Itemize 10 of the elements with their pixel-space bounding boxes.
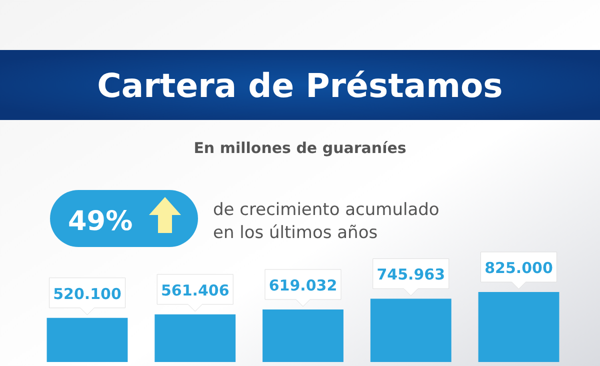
text: en los últimos años: [213, 223, 378, 243]
text: 49%: [68, 206, 133, 237]
text: de crecimiento acumulado: [213, 200, 440, 220]
data-label: 745.963: [376, 266, 446, 284]
data-label: 825.000: [484, 259, 553, 277]
data-label: 520.100: [53, 284, 122, 303]
data-label: 619.032: [268, 276, 338, 294]
chart-subtitle: En millones de guaraníes: [194, 139, 406, 157]
chart-title: Cartera de Préstamos: [97, 66, 503, 105]
data-label: 561.406: [160, 281, 230, 300]
